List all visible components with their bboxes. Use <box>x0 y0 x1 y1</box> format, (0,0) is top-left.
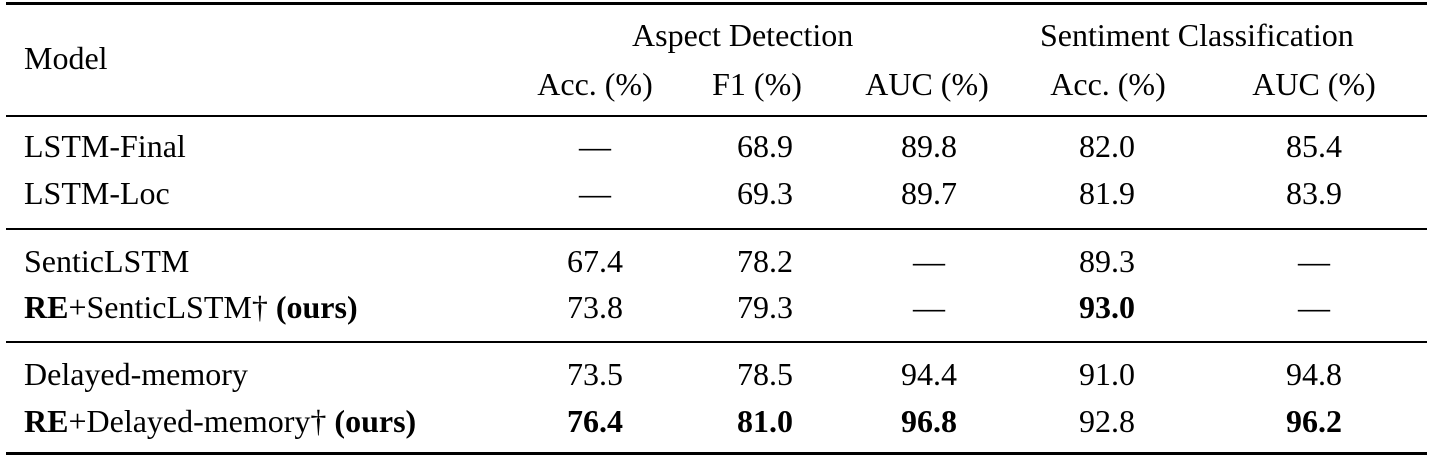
column-header: Acc. (%) <box>537 66 653 102</box>
table-cell: — <box>579 128 611 164</box>
table-cell: 96.2 <box>1286 403 1342 439</box>
table-row-model: LSTM-Final <box>24 128 186 164</box>
header-rule <box>6 115 1427 117</box>
model-name: +Delayed-memory† <box>68 403 335 439</box>
ours-suffix: (ours) <box>334 403 417 439</box>
group1-rule <box>6 228 1427 230</box>
bottom-rule <box>6 452 1427 455</box>
column-header: Acc. (%) <box>1050 66 1166 102</box>
table-row-model: SenticLSTM <box>24 243 190 279</box>
table-row-model: RE+SenticLSTM† (ours) <box>24 289 358 325</box>
top-rule <box>6 2 1427 5</box>
table-cell: 73.8 <box>567 289 623 325</box>
ours-suffix: (ours) <box>275 289 358 325</box>
table-cell: 82.0 <box>1079 128 1135 164</box>
group2-rule <box>6 341 1427 343</box>
column-header: AUC (%) <box>865 66 989 102</box>
table-cell: 76.4 <box>567 403 623 439</box>
table-cell: 96.8 <box>901 403 957 439</box>
table-cell: 92.8 <box>1079 403 1135 439</box>
table-cell: 68.9 <box>737 128 793 164</box>
table-cell: — <box>913 243 945 279</box>
table-cell: 94.8 <box>1286 356 1342 392</box>
table-cell: 79.3 <box>737 289 793 325</box>
column-header: AUC (%) <box>1252 66 1376 102</box>
model-header: Model <box>24 40 108 76</box>
table-cell: 89.7 <box>901 175 957 211</box>
re-prefix: RE <box>24 403 69 439</box>
table-row-model: RE+Delayed-memory† (ours) <box>24 403 416 439</box>
table-cell: 69.3 <box>737 175 793 211</box>
table-cell: 93.0 <box>1079 289 1135 325</box>
table-row-model: LSTM-Loc <box>24 175 170 211</box>
aspect-detection-header: Aspect Detection <box>632 17 854 53</box>
table-cell: — <box>913 289 945 325</box>
table-cell: 78.2 <box>737 243 793 279</box>
table-cell: 73.5 <box>567 356 623 392</box>
table-cell: 89.8 <box>901 128 957 164</box>
model-name: +SenticLSTM† <box>68 289 276 325</box>
sentiment-classification-header: Sentiment Classification <box>1040 17 1354 53</box>
table-cell: 78.5 <box>737 356 793 392</box>
table-cell: 85.4 <box>1286 128 1342 164</box>
column-header: F1 (%) <box>712 66 802 102</box>
table-row-model: Delayed-memory <box>24 356 248 392</box>
table-cell: 81.9 <box>1079 175 1135 211</box>
table-cell: 83.9 <box>1286 175 1342 211</box>
table-cell: 67.4 <box>567 243 623 279</box>
table-cell: — <box>1298 289 1330 325</box>
table-cell: 89.3 <box>1079 243 1135 279</box>
table-cell: 94.4 <box>901 356 957 392</box>
table-cell: — <box>579 175 611 211</box>
table-cell: — <box>1298 243 1330 279</box>
table-cell: 91.0 <box>1079 356 1135 392</box>
re-prefix: RE <box>24 289 69 325</box>
table-cell: 81.0 <box>737 403 793 439</box>
